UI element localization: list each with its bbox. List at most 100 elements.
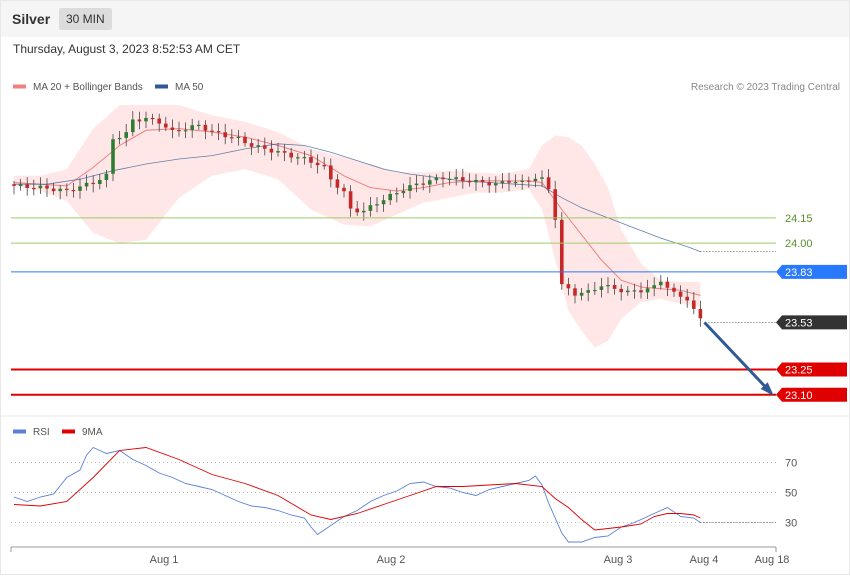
candle-body (685, 296, 689, 301)
resistance-label: 24.15 (785, 213, 813, 225)
candle-body (560, 219, 564, 285)
candle-body (183, 130, 188, 132)
candle-body (639, 290, 643, 293)
pivot-tag (776, 264, 847, 279)
candle-body (269, 148, 274, 153)
legend-swatch (13, 84, 26, 89)
candle-body (210, 130, 214, 132)
last-price-label: 23.53 (785, 317, 813, 329)
candle-body (619, 288, 623, 293)
candle-body (315, 162, 320, 166)
candle-body (12, 184, 16, 186)
rsi-tick-label: 70 (785, 458, 797, 470)
candle-body (540, 177, 544, 179)
candle-body (302, 157, 307, 159)
candle-body (137, 119, 142, 122)
rsi-tick-label: 50 (785, 488, 797, 500)
candle-body (573, 288, 577, 296)
rsi-tick-label: 30 (785, 518, 797, 530)
candle-body (296, 157, 300, 159)
time-tick-label: Aug 2 (377, 554, 406, 566)
candle-body (45, 185, 49, 189)
candle-body (368, 205, 373, 211)
candle-body (362, 210, 366, 213)
candle-body (487, 182, 491, 186)
candle-body (32, 187, 36, 190)
candle-body (593, 289, 597, 292)
candle-body (309, 157, 313, 163)
candle-body (500, 181, 505, 184)
candle-body (513, 181, 518, 184)
candle-body (177, 129, 181, 132)
candle-body (507, 181, 511, 183)
rsi-legend: RSI 9MA (13, 427, 103, 438)
legend-swatch (13, 429, 26, 434)
candle-body (586, 290, 590, 293)
last-price-tag (776, 315, 847, 330)
candle-body (322, 165, 326, 167)
candle-body (150, 117, 155, 120)
legend-swatch (155, 84, 168, 89)
candle-body (263, 145, 267, 149)
candle-body (51, 188, 56, 192)
time-tick-label: Aug 4 (690, 554, 719, 566)
rsi-line (13, 446, 701, 543)
candle-body (58, 188, 62, 192)
candle-body (434, 177, 439, 181)
time-axis: Aug 1 Aug 2 Aug 3 Aug 4 Aug 18 (10, 546, 789, 566)
candle-body (243, 136, 247, 144)
candle-body (652, 285, 656, 289)
candle-body (447, 178, 452, 181)
candle-body (230, 137, 234, 139)
candle-body (698, 308, 703, 319)
candle-body (672, 287, 676, 292)
price-legend: MA 20 + Bollinger Bands MA 50 (13, 82, 204, 93)
price-panel (12, 105, 703, 348)
candle-body (144, 117, 148, 122)
candle-body (645, 288, 650, 293)
candle-body (342, 187, 346, 192)
legend-label: RSI (33, 427, 50, 438)
candle-body (388, 194, 392, 201)
candle-body (282, 151, 287, 153)
credit-text: Research © 2023 Trading Central (691, 82, 840, 93)
timeframe-button[interactable]: 30 MIN (59, 8, 112, 30)
candle-body (256, 145, 260, 147)
candle-body (329, 165, 333, 180)
candle-body (408, 185, 412, 191)
rsi-panel: 30 50 70 (11, 446, 797, 543)
legend-label: MA 50 (175, 82, 204, 93)
candle-body (421, 183, 425, 185)
candle-body (606, 285, 610, 287)
pivot-label: 23.83 (785, 267, 813, 279)
candle-body (467, 180, 472, 183)
candle-body (38, 185, 43, 189)
report-datetime: Thursday, August 3, 2023 8:52:53 AM CET (13, 42, 241, 56)
candle-body (71, 189, 76, 192)
candle-body (553, 189, 557, 220)
candle-body (190, 125, 194, 131)
candle-body (157, 118, 161, 124)
candle-body (428, 180, 432, 185)
support-label: 23.10 (785, 390, 813, 402)
candle-body (626, 290, 630, 293)
candle-body (692, 300, 696, 309)
candle-body (659, 281, 663, 286)
resistance-label: 24.00 (785, 238, 813, 250)
support-label: 23.25 (785, 365, 813, 377)
candle-body (414, 183, 419, 186)
candle-body (124, 132, 128, 138)
candle-body (461, 177, 465, 181)
candle-body (395, 193, 399, 195)
candle-body (131, 119, 135, 133)
candle-body (65, 188, 69, 190)
candle-body (78, 186, 82, 191)
candle-body (91, 182, 95, 185)
legend-swatch (62, 429, 75, 434)
candle-body (678, 291, 683, 297)
candle-body (249, 143, 254, 147)
candle-body (164, 123, 168, 128)
candle-body (401, 190, 406, 194)
candle-body (216, 131, 221, 133)
candle-body (381, 200, 386, 205)
